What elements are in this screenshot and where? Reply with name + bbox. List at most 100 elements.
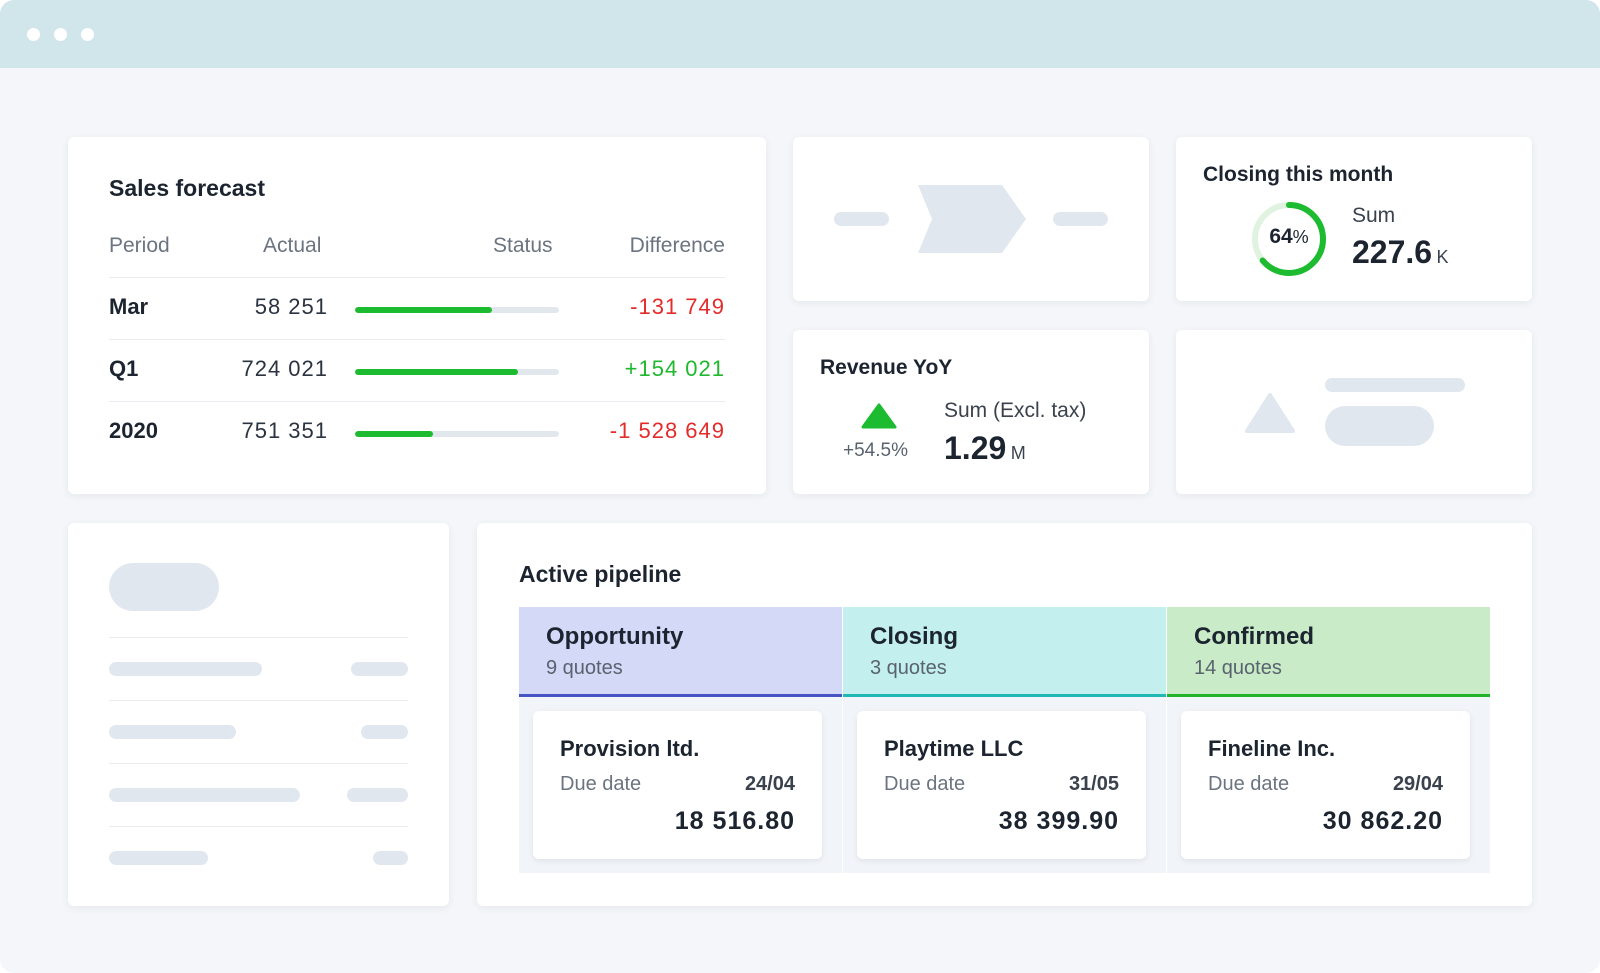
pipeline-stage-body: Playtime LLC Due date 31/05 38 399.90 xyxy=(843,697,1166,873)
sales-forecast-title: Sales forecast xyxy=(109,175,265,201)
col-header-period: Period xyxy=(109,234,170,257)
window-titlebar xyxy=(0,0,1600,68)
yoy-change: +54.5% xyxy=(843,440,908,461)
trend-up-icon xyxy=(861,403,897,429)
placeholder-bar xyxy=(109,851,208,865)
col-header-status: Status xyxy=(493,234,553,257)
placeholder-bar xyxy=(109,725,236,739)
stage-accent-bar xyxy=(843,694,1166,697)
pipeline-stage-confirmed[interactable]: Confirmed 14 quotes xyxy=(1167,607,1490,697)
active-pipeline-title: Active pipeline xyxy=(519,561,682,587)
sales-forecast-card: Sales forecast Period Actual Status Diff… xyxy=(68,137,766,494)
row-divider xyxy=(109,763,408,764)
stage-name: Closing xyxy=(870,623,958,650)
placeholder-bar xyxy=(834,212,889,226)
stage-name: Opportunity xyxy=(546,623,684,650)
deal-card[interactable]: Playtime LLC Due date 31/05 38 399.90 xyxy=(857,711,1146,859)
row-divider xyxy=(109,637,408,638)
status-progress-bar xyxy=(355,431,559,437)
placeholder-bar xyxy=(373,851,408,865)
deal-company: Playtime LLC xyxy=(884,736,1024,761)
placeholder-bar xyxy=(109,662,262,676)
placeholder-pill xyxy=(109,563,219,611)
placeholder-bar xyxy=(1053,212,1108,226)
status-progress-bar xyxy=(355,307,559,313)
deal-amount: 38 399.90 xyxy=(998,807,1119,835)
sum-number: 1.29 xyxy=(944,430,1007,466)
revenue-yoy-title: Revenue YoY xyxy=(820,356,953,379)
sum-value: 1.29 M xyxy=(944,430,1026,467)
pipeline-stage-body: Fineline Inc. Due date 29/04 30 862.20 xyxy=(1167,697,1490,873)
progress-ring xyxy=(1252,202,1326,276)
deal-due-date: 31/05 xyxy=(1068,773,1119,795)
stage-accent-bar xyxy=(1167,694,1490,697)
stage-accent-bar xyxy=(519,694,842,697)
sum-label: Sum xyxy=(1352,204,1396,227)
deal-due-date: 29/04 xyxy=(1392,773,1443,795)
sum-number: 227.6 xyxy=(1352,234,1433,270)
deal-card[interactable]: Fineline Inc. Due date 29/04 30 862.20 xyxy=(1181,711,1470,859)
sum-unit: M xyxy=(1010,443,1026,463)
revenue-yoy-card: Revenue YoY +54.5% Sum (Excl. tax) 1.29 … xyxy=(793,330,1149,494)
placeholder-bar xyxy=(361,725,408,739)
deal-due-label: Due date xyxy=(1208,773,1290,795)
placeholder-metric-card xyxy=(1176,330,1532,494)
deal-due-label: Due date xyxy=(560,773,642,795)
progress-ring-label: 64% xyxy=(1250,225,1328,249)
closing-this-month-title: Closing this month xyxy=(1203,163,1394,186)
row-actual: 58 251 xyxy=(254,294,328,319)
stage-name: Confirmed xyxy=(1194,623,1314,650)
placeholder-list-card xyxy=(68,523,449,906)
row-divider xyxy=(109,401,725,402)
row-period: 2020 xyxy=(109,418,158,443)
percent-value: 64 xyxy=(1269,225,1293,248)
row-divider xyxy=(109,700,408,701)
pipeline-stage-opportunity[interactable]: Opportunity 9 quotes xyxy=(519,607,842,697)
pipeline-stage-closing[interactable]: Closing 3 quotes xyxy=(843,607,1166,697)
sum-value: 227.6 K xyxy=(1352,234,1449,271)
deal-card[interactable]: Provision ltd. Due date 24/04 18 516.80 xyxy=(533,711,822,859)
pipeline-stage-body: Provision ltd. Due date 24/04 18 516.80 xyxy=(519,697,842,873)
deal-due-label: Due date xyxy=(884,773,966,795)
placeholder-flow-card xyxy=(793,137,1149,301)
status-progress-fill xyxy=(355,431,433,437)
window-control-dot[interactable] xyxy=(27,28,40,41)
placeholder-bar xyxy=(1325,378,1465,392)
stage-quote-count: 9 quotes xyxy=(546,657,623,679)
row-difference: -1 528 649 xyxy=(609,418,725,443)
row-period: Mar xyxy=(109,294,149,319)
status-progress-fill xyxy=(355,307,492,313)
row-actual: 751 351 xyxy=(241,418,328,443)
row-actual: 724 021 xyxy=(241,356,328,381)
percent-sign: % xyxy=(1292,227,1309,247)
row-period: Q1 xyxy=(109,356,139,381)
sum-unit: K xyxy=(1436,247,1449,267)
deal-amount: 30 862.20 xyxy=(1322,807,1443,835)
stage-quote-count: 3 quotes xyxy=(870,657,947,679)
row-difference: +154 021 xyxy=(624,356,725,381)
sum-label: Sum (Excl. tax) xyxy=(944,399,1087,422)
col-header-actual: Actual xyxy=(263,234,322,257)
chevron-step-icon xyxy=(918,185,1026,253)
triangle-placeholder-icon xyxy=(1245,393,1295,433)
deal-due-date: 24/04 xyxy=(744,773,795,795)
placeholder-bar xyxy=(347,788,408,802)
status-progress-bar xyxy=(355,369,559,375)
stage-quote-count: 14 quotes xyxy=(1194,657,1282,679)
placeholder-pill xyxy=(1325,406,1434,446)
placeholder-bar xyxy=(351,662,408,676)
deal-amount: 18 516.80 xyxy=(674,807,795,835)
deal-company: Provision ltd. xyxy=(560,736,700,761)
row-divider xyxy=(109,826,408,827)
row-difference: -131 749 xyxy=(630,294,725,319)
row-divider xyxy=(109,277,725,278)
status-progress-fill xyxy=(355,369,519,375)
row-divider xyxy=(109,339,725,340)
col-header-difference: Difference xyxy=(629,234,725,257)
placeholder-bar xyxy=(109,788,300,802)
active-pipeline-card: Active pipeline Opportunity 9 quotes Pro… xyxy=(477,523,1532,906)
deal-company: Fineline Inc. xyxy=(1208,736,1336,761)
window-control-dot[interactable] xyxy=(81,28,94,41)
window-control-dot[interactable] xyxy=(54,28,67,41)
